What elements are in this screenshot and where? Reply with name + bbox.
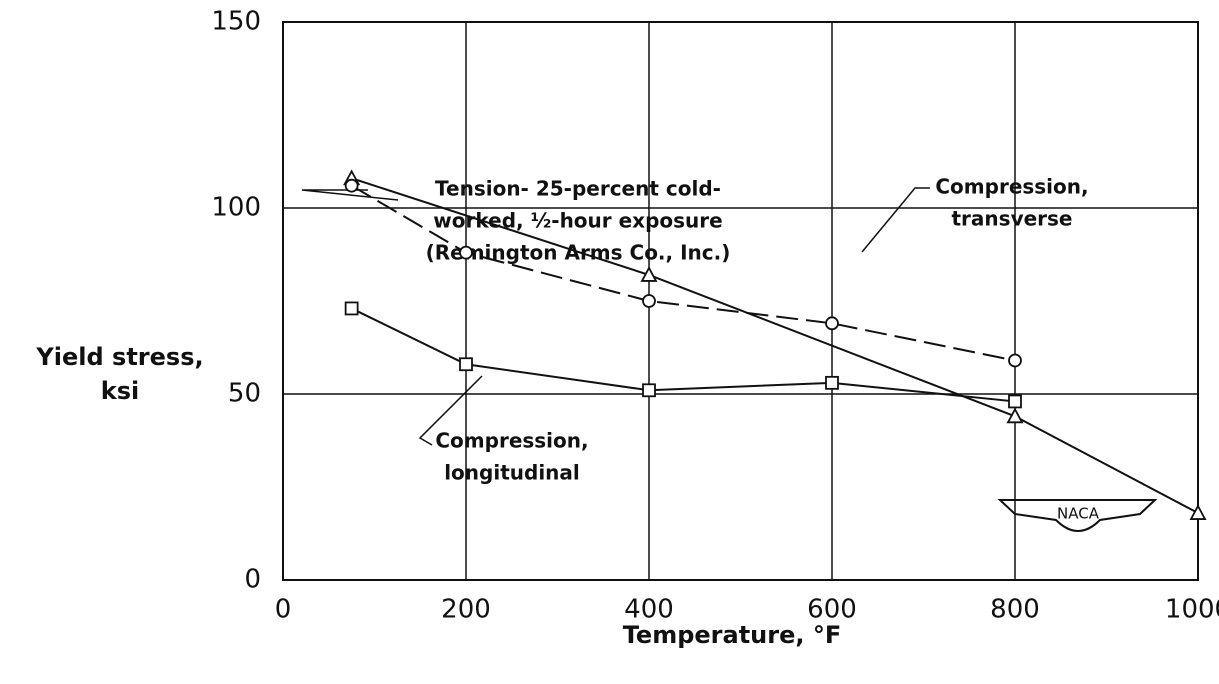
x-tick-label: 400	[624, 595, 674, 625]
logo-text: NACA	[1057, 505, 1100, 523]
y-tick-label: 50	[228, 379, 261, 409]
marker	[344, 178, 359, 193]
series-label: Compression,	[935, 175, 1088, 199]
marker	[640, 266, 658, 282]
marker	[642, 383, 656, 398]
series-label: worked, ½-hour exposure	[433, 209, 722, 233]
series-label: Compression,	[435, 429, 588, 453]
y-tick-label: 0	[244, 565, 261, 595]
series-label: (Remington Arms Co., Inc.)	[426, 241, 731, 265]
y-tick-label: 150	[211, 7, 261, 37]
series-line	[351, 177, 1199, 514]
y-tick-label: 100	[211, 193, 261, 223]
marker	[344, 301, 359, 316]
marker	[459, 357, 473, 372]
series-line	[351, 307, 1016, 403]
series-label: longitudinal	[444, 461, 580, 485]
x-tick-label: 0	[275, 595, 292, 625]
leader-line	[301, 189, 399, 201]
series	[344, 301, 1022, 409]
leader-lines	[301, 187, 930, 446]
marker	[1008, 353, 1022, 368]
series-label: transverse	[952, 207, 1073, 231]
marker	[1008, 394, 1022, 409]
marker	[825, 316, 839, 331]
leader-line	[861, 187, 930, 253]
leader-line	[418, 375, 483, 446]
logo-shape	[997, 499, 1158, 532]
x-tick-label: 600	[807, 595, 857, 625]
marker	[1189, 504, 1207, 520]
series	[344, 178, 1022, 368]
x-tick-label: 200	[441, 595, 491, 625]
y-axis-label: ksi	[101, 377, 139, 405]
naca-logo: NACA	[997, 499, 1158, 532]
marker	[825, 375, 839, 390]
series-label: Tension- 25-percent cold-	[435, 177, 721, 201]
y-axis-label: Yield stress,	[35, 343, 203, 371]
x-axis-label: Temperature, °F	[623, 621, 842, 649]
x-tick-label: 800	[990, 595, 1040, 625]
marker	[459, 245, 473, 260]
marker	[1006, 407, 1024, 424]
marker	[642, 294, 656, 308]
plot-frame	[282, 21, 1199, 581]
